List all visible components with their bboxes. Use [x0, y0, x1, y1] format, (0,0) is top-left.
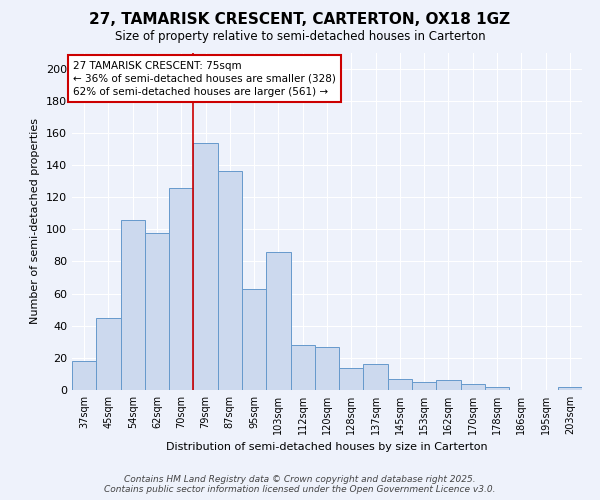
- Bar: [364, 364, 388, 390]
- Bar: [193, 142, 218, 390]
- Bar: [145, 232, 169, 390]
- Text: 27 TAMARISK CRESCENT: 75sqm
← 36% of semi-detached houses are smaller (328)
62% : 27 TAMARISK CRESCENT: 75sqm ← 36% of sem…: [73, 60, 336, 97]
- Bar: [169, 188, 193, 390]
- Bar: [242, 289, 266, 390]
- Bar: [290, 345, 315, 390]
- Bar: [412, 382, 436, 390]
- Text: Size of property relative to semi-detached houses in Carterton: Size of property relative to semi-detach…: [115, 30, 485, 43]
- X-axis label: Distribution of semi-detached houses by size in Carterton: Distribution of semi-detached houses by …: [166, 442, 488, 452]
- Bar: [121, 220, 145, 390]
- Bar: [339, 368, 364, 390]
- Bar: [436, 380, 461, 390]
- Y-axis label: Number of semi-detached properties: Number of semi-detached properties: [31, 118, 40, 324]
- Bar: [72, 361, 96, 390]
- Bar: [96, 318, 121, 390]
- Bar: [558, 387, 582, 390]
- Bar: [315, 346, 339, 390]
- Bar: [218, 172, 242, 390]
- Bar: [485, 387, 509, 390]
- Text: Contains HM Land Registry data © Crown copyright and database right 2025.
Contai: Contains HM Land Registry data © Crown c…: [104, 474, 496, 494]
- Bar: [266, 252, 290, 390]
- Bar: [388, 379, 412, 390]
- Text: 27, TAMARISK CRESCENT, CARTERTON, OX18 1GZ: 27, TAMARISK CRESCENT, CARTERTON, OX18 1…: [89, 12, 511, 28]
- Bar: [461, 384, 485, 390]
